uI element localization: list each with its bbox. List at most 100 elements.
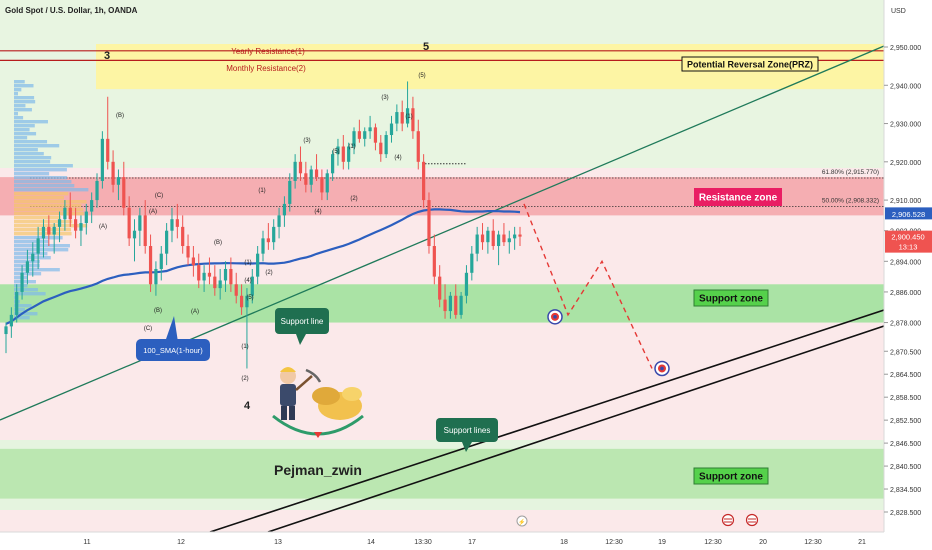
candle-body[interactable]: [336, 146, 340, 155]
candle-body[interactable]: [341, 146, 345, 162]
candle-body[interactable]: [52, 226, 56, 235]
candle-body[interactable]: [373, 127, 378, 143]
candle-body[interactable]: [443, 299, 447, 312]
candle-body[interactable]: [213, 276, 217, 289]
candle-body[interactable]: [100, 138, 104, 181]
candle-body[interactable]: [245, 295, 249, 308]
candle-body[interactable]: [41, 226, 46, 239]
candle-body[interactable]: [122, 177, 126, 208]
time-axis[interactable]: [0, 531, 932, 550]
candle-body[interactable]: [15, 291, 19, 315]
candle-body[interactable]: [138, 215, 142, 231]
candle-body[interactable]: [304, 173, 308, 185]
candle-body[interactable]: [518, 234, 522, 237]
candle-body[interactable]: [470, 253, 474, 273]
candle-body[interactable]: [352, 131, 356, 147]
candle-body[interactable]: [320, 177, 324, 193]
candle-body[interactable]: [63, 207, 67, 220]
candle-body[interactable]: [73, 219, 78, 231]
candle-body[interactable]: [491, 230, 495, 247]
candle-body[interactable]: [20, 272, 24, 292]
candle-body[interactable]: [496, 234, 501, 247]
candle-body[interactable]: [448, 295, 453, 312]
candle-body[interactable]: [57, 219, 62, 227]
candle-body[interactable]: [218, 280, 222, 289]
candle-body[interactable]: [165, 230, 169, 254]
candle-body[interactable]: [223, 268, 228, 281]
candle-body[interactable]: [395, 112, 399, 124]
candle-body[interactable]: [459, 295, 463, 315]
candle-body[interactable]: [90, 200, 94, 212]
candle-body[interactable]: [170, 219, 174, 231]
candle-body[interactable]: [330, 154, 335, 174]
candle-body[interactable]: [288, 180, 292, 204]
candle-body[interactable]: [480, 234, 485, 243]
candle-body[interactable]: [31, 253, 35, 262]
candle-body[interactable]: [486, 230, 490, 243]
candle-body[interactable]: [309, 169, 313, 185]
candle-body[interactable]: [36, 238, 40, 254]
candle-body[interactable]: [427, 200, 431, 247]
candle-body[interactable]: [25, 261, 30, 273]
candle-body[interactable]: [127, 207, 131, 239]
candle-body[interactable]: [416, 131, 420, 162]
candle-body[interactable]: [502, 234, 506, 243]
candle-body[interactable]: [207, 272, 212, 277]
candle-body[interactable]: [4, 326, 8, 335]
candle-body[interactable]: [400, 112, 404, 124]
candle-body[interactable]: [175, 219, 179, 227]
candle-body[interactable]: [143, 215, 147, 247]
candle-body[interactable]: [197, 265, 201, 281]
candle-body[interactable]: [186, 246, 190, 258]
candle-body[interactable]: [159, 253, 163, 269]
candle-body[interactable]: [513, 234, 517, 239]
candle-body[interactable]: [191, 257, 196, 266]
candle-body[interactable]: [282, 203, 287, 216]
candle-body[interactable]: [384, 135, 388, 155]
candle-body[interactable]: [154, 268, 158, 285]
candle-body[interactable]: [432, 246, 436, 277]
candle-body[interactable]: [389, 123, 394, 136]
candle-body[interactable]: [266, 238, 270, 243]
candle-body[interactable]: [363, 131, 367, 139]
candle-body[interactable]: [229, 268, 233, 285]
candle-body[interactable]: [181, 226, 185, 247]
candle-body[interactable]: [298, 161, 303, 174]
candle-body[interactable]: [132, 230, 137, 239]
candle-body[interactable]: [411, 108, 415, 132]
candle-body[interactable]: [256, 253, 260, 277]
candle-body[interactable]: [111, 161, 115, 185]
candle-body[interactable]: [116, 177, 121, 185]
candle-body[interactable]: [106, 138, 110, 162]
candle-body[interactable]: [464, 272, 469, 296]
candle-body[interactable]: [379, 142, 383, 155]
time-tick-label: 12:30: [804, 539, 822, 546]
candle-body[interactable]: [272, 226, 276, 243]
candle-body[interactable]: [438, 276, 442, 300]
candle-body[interactable]: [507, 238, 511, 243]
candle-body[interactable]: [234, 284, 238, 296]
candle-body[interactable]: [79, 223, 83, 231]
candle-body[interactable]: [47, 226, 51, 235]
candle-body[interactable]: [261, 238, 265, 254]
candle-body[interactable]: [250, 276, 254, 296]
candle-body[interactable]: [148, 246, 153, 285]
candle-body[interactable]: [95, 180, 99, 201]
candle-body[interactable]: [475, 234, 479, 254]
candle-body[interactable]: [239, 295, 244, 308]
candle-body[interactable]: [347, 146, 351, 162]
candle-body[interactable]: [422, 161, 426, 201]
candle-body[interactable]: [293, 161, 297, 181]
candle-body[interactable]: [277, 215, 281, 227]
candle-body[interactable]: [9, 314, 13, 327]
candle-body[interactable]: [314, 169, 319, 178]
candle-body[interactable]: [202, 272, 206, 281]
candle-body[interactable]: [84, 211, 88, 224]
candle-body[interactable]: [368, 127, 372, 132]
candle-body[interactable]: [325, 173, 329, 193]
candle-body[interactable]: [68, 207, 72, 220]
candle-body[interactable]: [357, 131, 361, 139]
candle-body[interactable]: [454, 295, 458, 315]
candle-body[interactable]: [405, 108, 410, 124]
